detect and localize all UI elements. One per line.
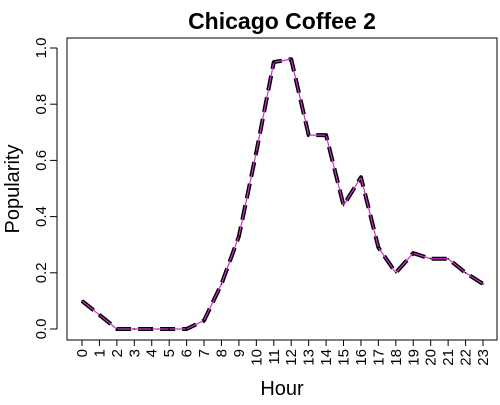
x-tick-label: 13	[301, 349, 318, 366]
x-tick-label: 14	[318, 349, 335, 366]
x-tick-label: 19	[405, 349, 422, 366]
series-overlay-line	[81, 58, 484, 330]
x-axis-label: Hour	[260, 378, 304, 400]
data-point	[116, 328, 118, 330]
x-axis: 0 1 2 3 4 5 6 7 8 9 10 11 12 13 14 15 16 17 18 19 20 21 22 23	[74, 339, 492, 366]
x-tick-label: 18	[388, 349, 405, 366]
data-point	[220, 283, 223, 285]
x-tick-label: 0	[74, 349, 91, 357]
y-tick-label: 1.0	[33, 38, 50, 59]
data-point	[150, 328, 153, 330]
data-point	[342, 204, 345, 207]
x-tick-label: 16	[353, 349, 370, 366]
chart-title: Chicago Coffee 2	[188, 8, 376, 34]
y-tick-label: 0.8	[33, 94, 50, 115]
x-tick-label: 4	[144, 349, 161, 357]
data-point	[482, 283, 484, 285]
data-point	[272, 61, 275, 63]
data-point	[377, 246, 380, 249]
data-point	[360, 176, 362, 179]
x-tick-label: 3	[126, 349, 143, 357]
data-point	[412, 252, 415, 254]
y-tick-label: 0.0	[33, 319, 50, 340]
data-point	[255, 151, 258, 153]
x-tick-label: 22	[458, 349, 475, 366]
data-point	[203, 319, 205, 322]
x-tick-label: 23	[475, 349, 492, 366]
data-point	[447, 257, 449, 260]
data-point	[325, 134, 327, 136]
x-tick-label: 15	[336, 349, 353, 366]
series-line	[80, 57, 485, 331]
x-tick-label: 17	[370, 349, 387, 366]
data-point	[395, 272, 397, 274]
x-tick-label: 9	[231, 349, 248, 357]
x-tick-label: 11	[266, 349, 283, 365]
y-tick-label: 0.6	[33, 150, 50, 171]
x-tick-label: 5	[161, 349, 178, 357]
x-tick-label: 8	[213, 349, 230, 357]
data-point	[185, 328, 188, 330]
y-tick-label: 0.4	[33, 206, 50, 227]
data-point	[464, 272, 467, 274]
x-tick-label: 12	[283, 349, 300, 366]
data-point	[429, 257, 432, 260]
data-point	[133, 328, 136, 330]
y-tick-label: 0.2	[33, 262, 50, 283]
x-tick-label: 21	[440, 349, 457, 366]
data-point	[290, 58, 293, 61]
data-point	[307, 134, 310, 136]
x-tick-label: 20	[423, 349, 440, 366]
data-point	[168, 328, 170, 330]
x-tick-label: 10	[248, 349, 265, 366]
y-axis-label: Popularity	[2, 145, 24, 234]
data-point	[81, 300, 83, 302]
data-point	[238, 235, 240, 238]
x-tick-label: 1	[91, 349, 108, 357]
data-point	[98, 314, 101, 316]
series-layer	[80, 57, 485, 331]
x-tick-label: 7	[196, 349, 213, 357]
x-tick-label: 2	[109, 349, 126, 357]
x-tick-label: 6	[179, 349, 196, 357]
y-axis: 0.0 0.2 0.4 0.6 0.8 1.0	[33, 38, 58, 340]
plot-frame	[66, 37, 498, 341]
